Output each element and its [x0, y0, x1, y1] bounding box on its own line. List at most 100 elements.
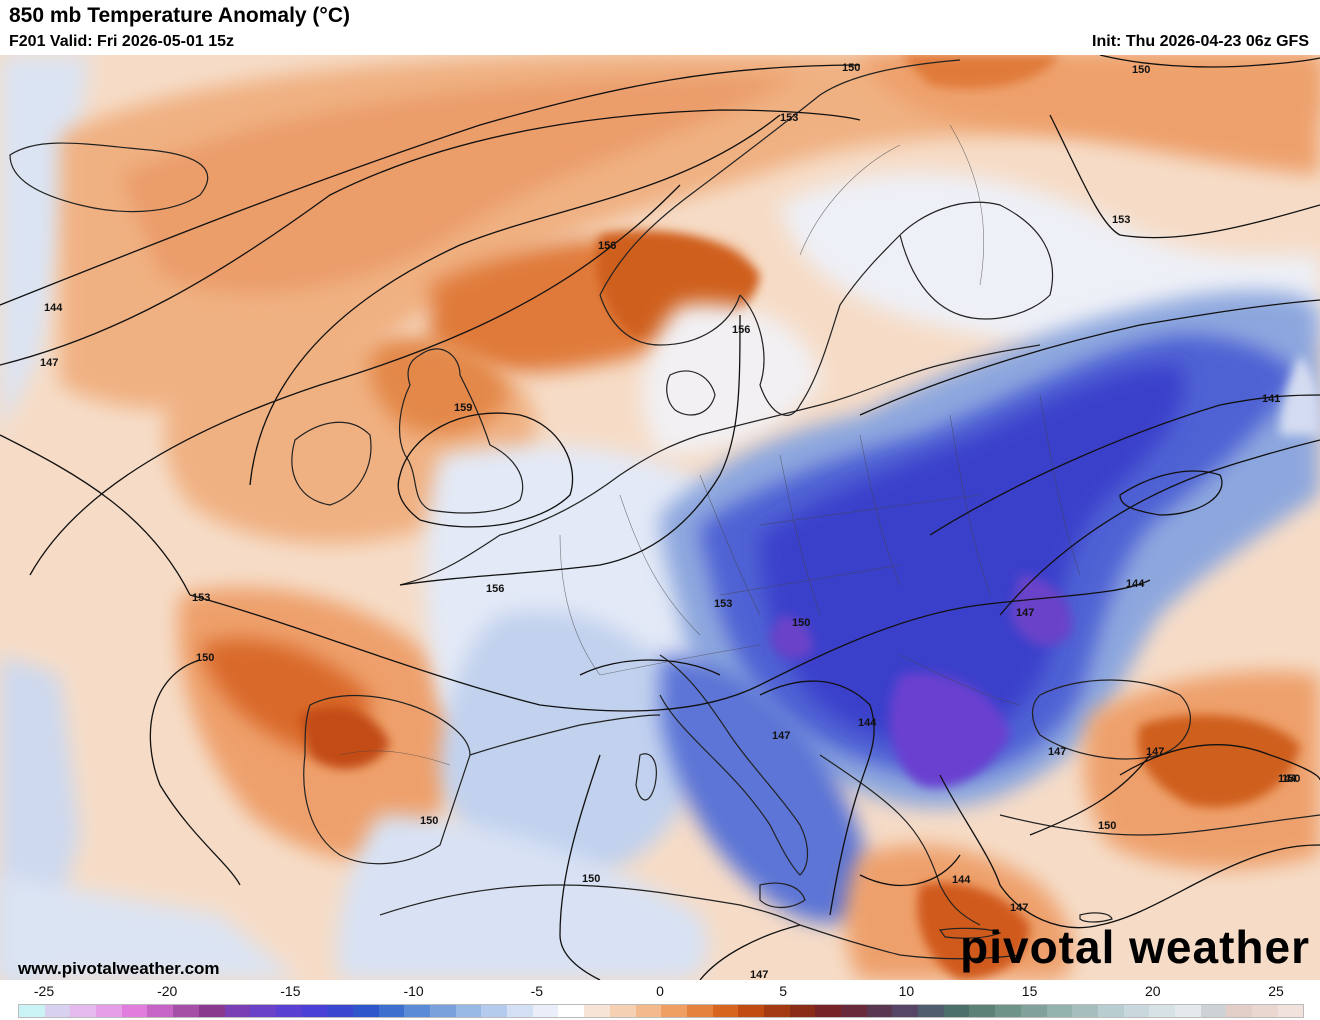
- colorbar-segment: [995, 1005, 1021, 1017]
- colorbar-segment: [121, 1005, 148, 1017]
- colorbar-segment: [378, 1005, 405, 1017]
- contour-label: 153: [192, 592, 210, 604]
- colorbar-segment: [275, 1005, 302, 1017]
- contour-label: 156: [598, 240, 616, 252]
- colorbar-tick-label: -5: [530, 983, 544, 999]
- contour-label: 150: [842, 62, 860, 74]
- colorbar-segment: [96, 1005, 122, 1017]
- colorbar-segment: [918, 1005, 944, 1017]
- brand-text: pivotal weather: [960, 921, 1310, 973]
- contour-label: 150: [420, 815, 438, 827]
- colorbar-strip: [18, 1004, 1304, 1018]
- colorbar-segment: [1226, 1005, 1252, 1017]
- colorbar-segment: [147, 1005, 174, 1017]
- contour-labels: 150 150 153 153 156 156 144 147 159 156 …: [40, 62, 1300, 980]
- colorbar-segment: [250, 1005, 276, 1017]
- contour-label: 147: [750, 969, 768, 980]
- colorbar-tick-label: -15: [280, 983, 301, 999]
- colorbar-segment: [507, 1005, 533, 1017]
- colorbar-segment: [1046, 1005, 1073, 1017]
- colorbar-segment: [609, 1005, 636, 1017]
- colorbar-tick-label: 10: [898, 983, 915, 999]
- colorbar-tick-label: 5: [779, 983, 788, 999]
- colorbar-tick-label: 0: [656, 983, 664, 999]
- contour-label: 150: [792, 617, 810, 629]
- contour-label: 147: [1146, 746, 1164, 758]
- contour-label: 150: [1098, 820, 1116, 832]
- colorbar-segment: [352, 1005, 379, 1017]
- coastlines: [9, 59, 1320, 960]
- website-link[interactable]: www.pivotalweather.com: [18, 959, 220, 978]
- colorbar-segment: [327, 1005, 353, 1017]
- contour-label: 147: [1010, 902, 1028, 914]
- colorbar-segment: [558, 1005, 585, 1017]
- contour-label: 153: [780, 112, 798, 124]
- contour-label: 147: [40, 357, 58, 369]
- colorbar-segment: [661, 1005, 687, 1017]
- colorbar-segment: [455, 1005, 482, 1017]
- colorbar-segment: [1149, 1005, 1175, 1017]
- contour-label: 150: [582, 873, 600, 885]
- colorbar-segment: [892, 1005, 919, 1017]
- colorbar-tick-label: 15: [1021, 983, 1038, 999]
- colorbar-segment: [738, 1005, 764, 1017]
- height-contours: [0, 55, 1320, 980]
- colorbar-segment: [481, 1005, 508, 1017]
- colorbar-segment: [70, 1005, 97, 1017]
- colorbar-segment: [686, 1005, 713, 1017]
- contour-label: 144: [44, 302, 63, 314]
- contour-label: 147: [1016, 607, 1034, 619]
- colorbar-segment: [301, 1005, 328, 1017]
- contour-label: 144: [858, 717, 877, 729]
- colorbar-segment: [1072, 1005, 1098, 1017]
- contour-label: 144: [1278, 773, 1297, 785]
- colorbar-segment: [430, 1005, 456, 1017]
- contour-label: 147: [1048, 746, 1066, 758]
- brand-logo: pivotal weather: [960, 920, 1310, 974]
- colorbar-segment: [19, 1005, 45, 1017]
- colorbar-tick-label: 25: [1268, 983, 1284, 999]
- contour-label: 141: [1262, 393, 1280, 405]
- valid-time: F201 Valid: Fri 2026-05-01 15z: [9, 33, 235, 50]
- contour-label: 147: [772, 730, 790, 742]
- contour-label: 153: [714, 598, 732, 610]
- anomaly-field: [0, 55, 1320, 980]
- contour-label: 159: [454, 402, 472, 414]
- colorbar-segment: [173, 1005, 199, 1017]
- colorbar-tick-label: 20: [1145, 983, 1161, 999]
- colorbar-segment: [404, 1005, 430, 1017]
- colorbar-segment: [841, 1005, 867, 1017]
- colorbar-segment: [1174, 1005, 1201, 1017]
- colorbar-segment: [1277, 1005, 1304, 1017]
- colorbar-tick-label: -10: [403, 983, 424, 999]
- borders: [339, 124, 1081, 766]
- colorbar-tick-label: -25: [33, 983, 55, 999]
- colorbar-segment: [969, 1005, 996, 1017]
- colorbar-segment: [1123, 1005, 1150, 1017]
- colorbar-segment: [224, 1005, 251, 1017]
- contour-label: 144: [952, 874, 971, 886]
- colorbar-segment: [532, 1005, 559, 1017]
- contour-label: 156: [486, 583, 504, 595]
- colorbar-segment: [943, 1005, 970, 1017]
- anomaly-map: 150 150 153 153 156 156 144 147 159 156 …: [0, 55, 1320, 980]
- colorbar-segment: [1252, 1005, 1278, 1017]
- colorbar-segment: [712, 1005, 739, 1017]
- colorbar-segment: [1097, 1005, 1124, 1017]
- colorbar-segment: [1020, 1005, 1047, 1017]
- contour-label: 153: [1112, 214, 1130, 226]
- colorbar-segment: [763, 1005, 790, 1017]
- colorbar-segment: [198, 1005, 225, 1017]
- map-title: 850 mb Temperature Anomaly (°C): [9, 4, 350, 27]
- colorbar-segment: [1200, 1005, 1227, 1017]
- colorbar-segment: [789, 1005, 816, 1017]
- colorbar-segment: [815, 1005, 841, 1017]
- contour-label: 156: [732, 324, 750, 336]
- colorbar-segment: [635, 1005, 662, 1017]
- colorbar-segment: [584, 1005, 610, 1017]
- contour-label: 144: [1126, 578, 1145, 590]
- map-canvas: 150 150 153 153 156 156 144 147 159 156 …: [0, 55, 1320, 980]
- contour-label: 150: [196, 652, 214, 664]
- init-time: Init: Thu 2026-04-23 06z GFS: [1092, 33, 1309, 50]
- colorbar-segment: [44, 1005, 71, 1017]
